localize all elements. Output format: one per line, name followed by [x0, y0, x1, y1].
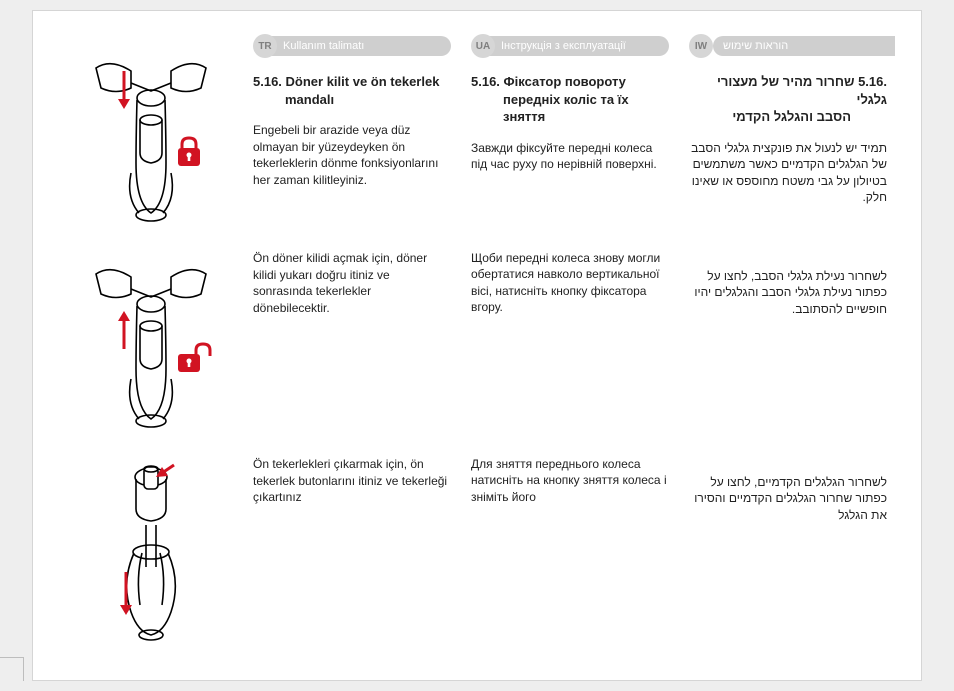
para-he-1: תמיד יש לנעול את פונקצית גלגלי הסבב של ה… — [689, 140, 887, 258]
lock-closed-icon — [178, 138, 200, 166]
wheel-remove-icon — [76, 457, 226, 647]
lang-badge-he: IW הוראות שימוש — [689, 29, 887, 63]
para-ua-3: Для зняття переднього колеса натисніть н… — [471, 456, 669, 506]
up-arrow-icon — [118, 311, 130, 349]
column-he: IW הוראות שימוש .5.16 שחרור מהיר של מעצו… — [679, 11, 897, 680]
heading-l1: Döner kilit ve ön tekerlek — [286, 74, 440, 89]
lock-open-icon — [178, 344, 210, 372]
para-he-2: לשחרור נעילת גלגלי הסבב, לחצו על כפתור נ… — [689, 268, 887, 464]
badge-label-ua: Інструкція з експлуатації — [487, 36, 669, 56]
badge-label-he: הוראות שימוש — [713, 36, 895, 56]
wheel-lock-open-icon — [76, 259, 226, 434]
para-ua-1: Завжди фіксуйте передні колеса під час р… — [471, 140, 669, 240]
heading-tr: 5.16. Döner kilit ve ön tekerlek mandalı — [253, 73, 451, 108]
heading-num: 5.16. — [253, 74, 286, 89]
lang-circle-tr: TR — [253, 34, 277, 58]
illustration-column — [33, 11, 243, 680]
heading-ua: 5.16. Фіксатор повороту передніх коліс т… — [471, 73, 669, 126]
lang-badge-tr: TR Kullanım talimatı — [253, 29, 451, 63]
manual-page: TR Kullanım talimatı 5.16. Döner kilit v… — [32, 10, 922, 681]
heading-l3: зняття — [471, 108, 669, 126]
heading-l2: передніх коліс та їх — [471, 91, 669, 109]
badge-label-tr: Kullanım talimatı — [269, 36, 451, 56]
column-ua: UA Інструкція з експлуатації 5.16. Фікса… — [461, 11, 679, 680]
para-he-3: לשחרור הגלגלים הקדמיים, לחצו על כפתור שח… — [689, 474, 887, 524]
heading-num: 5.16. — [471, 74, 504, 89]
illustration-1 — [63, 53, 238, 259]
para-ua-2: Щоби передні колеса знову могли обертати… — [471, 250, 669, 446]
wheel-lock-closed-icon — [76, 53, 226, 228]
lang-badge-ua: UA Інструкція з експлуатації — [471, 29, 669, 63]
illustration-3 — [63, 457, 238, 667]
illustration-2 — [63, 259, 238, 457]
heading-num: .5.16 — [858, 74, 887, 89]
heading-he: .5.16 שחרור מהיר של מעצורי גלגלי הסבב וה… — [689, 73, 887, 126]
para-tr-2: Ön döner kilidi açmak için, döner kilidi… — [253, 250, 451, 446]
para-tr-1: Engebeli bir arazide veya düz olmayan bi… — [253, 122, 451, 240]
lang-circle-ua: UA — [471, 34, 495, 58]
column-tr: TR Kullanım talimatı 5.16. Döner kilit v… — [243, 11, 461, 680]
para-tr-3: Ön tekerlekleri çıkarmak için, ön tekerl… — [253, 456, 451, 506]
heading-l2: הסבב והגלגל הקדמי — [689, 108, 887, 126]
heading-l2: mandalı — [253, 91, 451, 109]
heading-l1: Фіксатор повороту — [504, 74, 626, 89]
lang-circle-he: IW — [689, 34, 713, 58]
crop-mark-icon — [0, 657, 24, 681]
